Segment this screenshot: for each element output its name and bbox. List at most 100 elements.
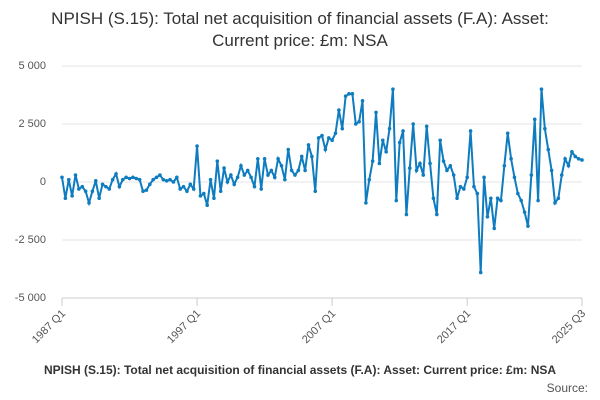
point	[526, 224, 530, 228]
point	[299, 154, 304, 159]
point	[66, 177, 71, 182]
point	[347, 92, 351, 96]
point	[431, 196, 436, 201]
point	[272, 175, 277, 180]
point	[499, 198, 503, 203]
point	[286, 147, 291, 152]
point	[164, 179, 169, 183]
point	[475, 191, 480, 196]
point	[455, 196, 459, 201]
point	[414, 168, 419, 173]
point	[245, 168, 250, 173]
point	[104, 184, 108, 189]
point	[384, 150, 388, 154]
point	[370, 159, 375, 163]
point	[310, 154, 314, 159]
point	[283, 177, 287, 182]
point	[195, 144, 199, 148]
point	[343, 94, 348, 98]
point	[462, 187, 466, 191]
point	[435, 212, 439, 217]
x-tick-label: 2007 Q1	[300, 308, 338, 346]
point	[276, 157, 280, 161]
point	[239, 163, 243, 168]
point	[107, 187, 112, 191]
point	[191, 187, 196, 191]
point	[175, 175, 179, 180]
point	[120, 177, 125, 182]
point	[212, 196, 216, 201]
point	[489, 196, 493, 201]
point	[559, 173, 564, 177]
point	[570, 150, 574, 154]
point	[114, 172, 118, 176]
point	[144, 188, 149, 192]
point	[296, 168, 301, 173]
point	[252, 184, 257, 189]
point	[225, 180, 230, 184]
point	[522, 210, 527, 214]
point	[357, 119, 361, 124]
point	[100, 182, 105, 187]
point	[161, 177, 166, 182]
point	[205, 203, 209, 207]
point	[509, 157, 513, 161]
y-tick-label: -5 000	[15, 292, 46, 304]
point	[516, 191, 520, 196]
point	[485, 215, 490, 219]
point	[124, 175, 128, 180]
point	[97, 196, 101, 201]
x-tick-label: 1997 Q1	[165, 308, 203, 346]
point	[326, 136, 331, 140]
point	[293, 173, 297, 177]
point	[127, 176, 132, 181]
point	[458, 184, 463, 189]
point	[266, 173, 270, 177]
point	[424, 124, 429, 129]
point	[505, 131, 510, 136]
point	[198, 194, 203, 198]
legend-label: NPISH (S.15): Total net acquisition of f…	[44, 363, 556, 377]
point	[158, 173, 162, 177]
point	[465, 175, 469, 180]
point	[380, 138, 385, 143]
y-tick-label: 2 500	[18, 118, 46, 130]
point	[407, 166, 412, 170]
point	[171, 180, 176, 184]
point	[337, 108, 341, 112]
point	[73, 173, 78, 177]
point	[529, 173, 534, 177]
point	[478, 270, 483, 275]
point	[202, 191, 206, 196]
point	[279, 163, 284, 168]
point	[222, 166, 226, 170]
point	[340, 126, 345, 131]
point	[208, 177, 213, 182]
point	[303, 168, 307, 173]
point	[151, 177, 155, 182]
x-tick-label: 2025 Q3	[550, 308, 588, 346]
point	[323, 147, 328, 152]
point	[539, 87, 544, 91]
point	[411, 122, 415, 126]
point	[333, 131, 338, 136]
point	[316, 136, 321, 140]
point	[141, 189, 145, 194]
point	[364, 201, 368, 205]
point	[87, 201, 91, 205]
point	[512, 175, 517, 180]
point	[543, 126, 547, 131]
point	[131, 175, 135, 180]
point	[502, 163, 507, 168]
point	[249, 175, 253, 180]
x-tick-label: 1987 Q1	[30, 308, 68, 346]
point	[418, 161, 422, 166]
point	[330, 138, 334, 143]
point	[256, 157, 260, 161]
point	[428, 161, 432, 166]
point	[117, 184, 122, 189]
point	[566, 163, 571, 168]
point	[181, 184, 186, 189]
point	[188, 182, 193, 187]
